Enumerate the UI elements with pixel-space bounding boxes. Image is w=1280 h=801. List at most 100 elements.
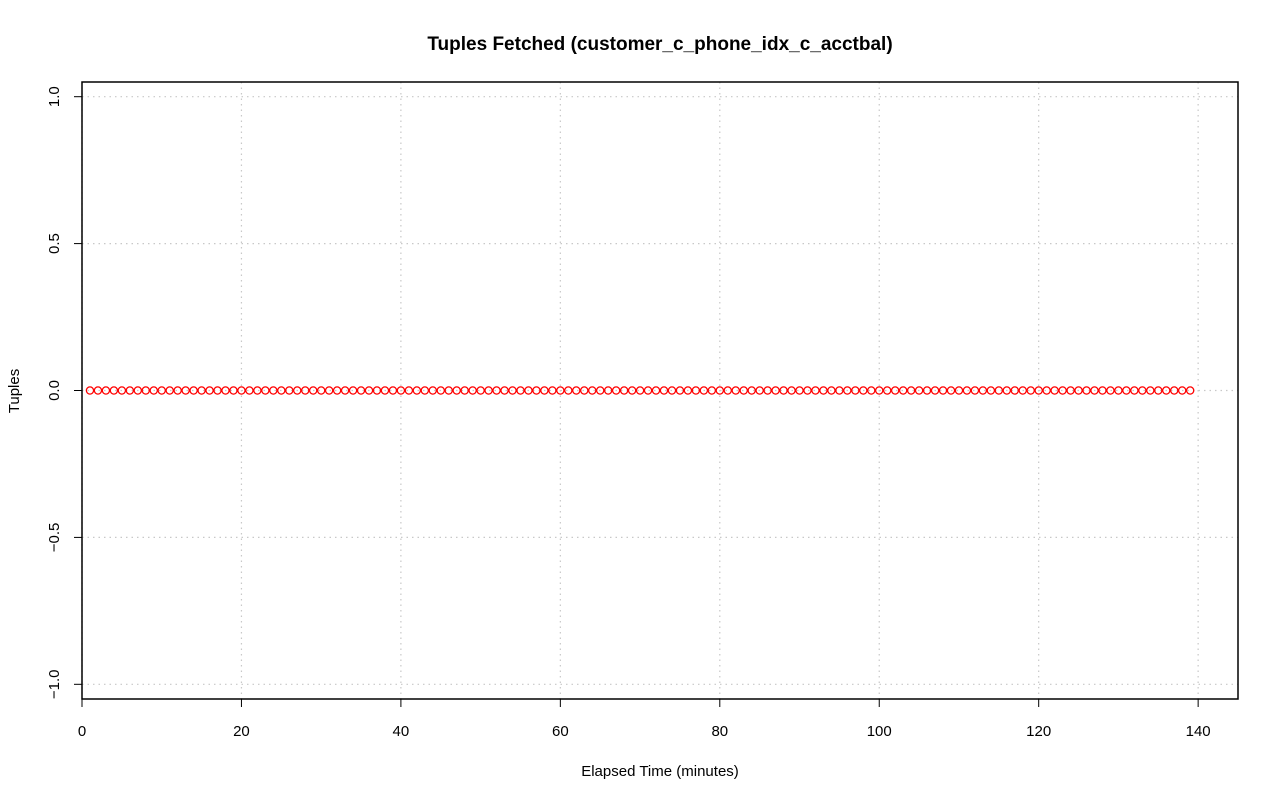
data-point bbox=[484, 386, 493, 395]
data-point bbox=[245, 386, 254, 395]
data-point bbox=[1058, 386, 1067, 395]
data-point bbox=[954, 386, 964, 395]
data-point bbox=[675, 386, 685, 395]
data-point bbox=[851, 386, 860, 395]
data-point bbox=[643, 386, 653, 395]
data-point bbox=[1130, 386, 1139, 395]
data-point bbox=[723, 386, 733, 395]
data-point bbox=[396, 386, 406, 395]
data-point bbox=[300, 386, 310, 395]
data-point bbox=[404, 386, 414, 395]
x-tick-label: 40 bbox=[393, 723, 410, 740]
x-tick-label: 80 bbox=[711, 723, 728, 740]
data-point bbox=[859, 386, 868, 395]
data-point bbox=[125, 386, 135, 395]
data-point bbox=[611, 386, 621, 395]
y-tick-label: 1.0 bbox=[46, 86, 63, 107]
data-point bbox=[101, 386, 111, 395]
y-tick-label: 0.5 bbox=[46, 233, 63, 254]
data-point bbox=[835, 386, 844, 395]
data-point bbox=[253, 386, 262, 395]
data-point bbox=[595, 386, 605, 395]
data-point bbox=[1026, 386, 1035, 395]
data-point bbox=[715, 386, 725, 395]
data-point bbox=[970, 386, 980, 395]
data-point bbox=[922, 386, 932, 395]
data-point bbox=[285, 386, 294, 395]
data-point bbox=[476, 386, 485, 395]
y-tick-label: −1.0 bbox=[46, 669, 63, 699]
data-point bbox=[133, 386, 143, 395]
data-point bbox=[572, 386, 581, 395]
data-point bbox=[771, 386, 780, 395]
data-point bbox=[1002, 386, 1012, 395]
data-point bbox=[946, 386, 956, 395]
data-point bbox=[986, 386, 996, 395]
data-point bbox=[906, 386, 916, 395]
data-point bbox=[468, 386, 477, 395]
data-point bbox=[308, 386, 318, 395]
x-tick-label: 60 bbox=[552, 723, 569, 740]
data-point bbox=[603, 386, 613, 395]
data-point bbox=[221, 386, 230, 395]
data-point bbox=[1161, 386, 1171, 395]
data-point bbox=[739, 386, 748, 395]
data-point bbox=[1138, 386, 1147, 395]
data-point bbox=[316, 386, 326, 395]
data-point bbox=[1066, 386, 1075, 395]
data-point bbox=[811, 386, 820, 395]
data-point bbox=[795, 386, 804, 395]
data-point bbox=[635, 386, 645, 395]
data-point bbox=[93, 386, 103, 395]
data-point bbox=[1090, 386, 1099, 395]
data-point bbox=[141, 386, 151, 395]
data-point bbox=[1169, 386, 1179, 395]
y-tick-label: −0.5 bbox=[46, 523, 63, 553]
x-axis: 0 20 40 60 80 100 120 140 bbox=[78, 698, 1211, 740]
data-point bbox=[173, 386, 182, 395]
data-point bbox=[540, 386, 549, 395]
data-point bbox=[962, 386, 972, 395]
data-point bbox=[1050, 386, 1059, 395]
data-point bbox=[1154, 386, 1163, 395]
data-point bbox=[691, 386, 701, 395]
data-point bbox=[380, 386, 390, 395]
data-point bbox=[1042, 386, 1051, 395]
data-point bbox=[1177, 386, 1187, 395]
x-tick-label: 100 bbox=[867, 723, 892, 740]
x-axis-label: Elapsed Time (minutes) bbox=[581, 763, 739, 780]
data-point bbox=[452, 386, 461, 395]
data-point bbox=[205, 386, 214, 395]
data-point bbox=[213, 386, 222, 395]
data-point bbox=[356, 386, 366, 395]
data-points bbox=[85, 386, 1195, 395]
data-point bbox=[524, 386, 533, 395]
data-point bbox=[819, 386, 828, 395]
data-point bbox=[165, 386, 174, 395]
data-point bbox=[420, 386, 430, 395]
data-point bbox=[564, 386, 573, 395]
data-point bbox=[428, 386, 438, 395]
data-point bbox=[340, 386, 350, 395]
data-point bbox=[1074, 386, 1083, 395]
data-point bbox=[914, 386, 924, 395]
data-point bbox=[492, 386, 501, 395]
data-point bbox=[843, 386, 852, 395]
data-point bbox=[930, 386, 940, 395]
data-point bbox=[651, 386, 661, 395]
data-point bbox=[372, 386, 382, 395]
data-point bbox=[332, 386, 342, 395]
data-point bbox=[85, 386, 95, 395]
x-tick-label: 140 bbox=[1186, 723, 1211, 740]
x-tick-label: 0 bbox=[78, 723, 86, 740]
data-point bbox=[763, 386, 772, 395]
data-point bbox=[277, 386, 286, 395]
data-point bbox=[627, 386, 637, 395]
chart-title: Tuples Fetched (customer_c_phone_idx_c_a… bbox=[427, 34, 892, 55]
data-point bbox=[890, 386, 900, 395]
data-point bbox=[659, 386, 669, 395]
data-point bbox=[587, 386, 597, 395]
data-point bbox=[1082, 386, 1091, 395]
data-point bbox=[293, 386, 302, 395]
data-point bbox=[1185, 386, 1195, 395]
